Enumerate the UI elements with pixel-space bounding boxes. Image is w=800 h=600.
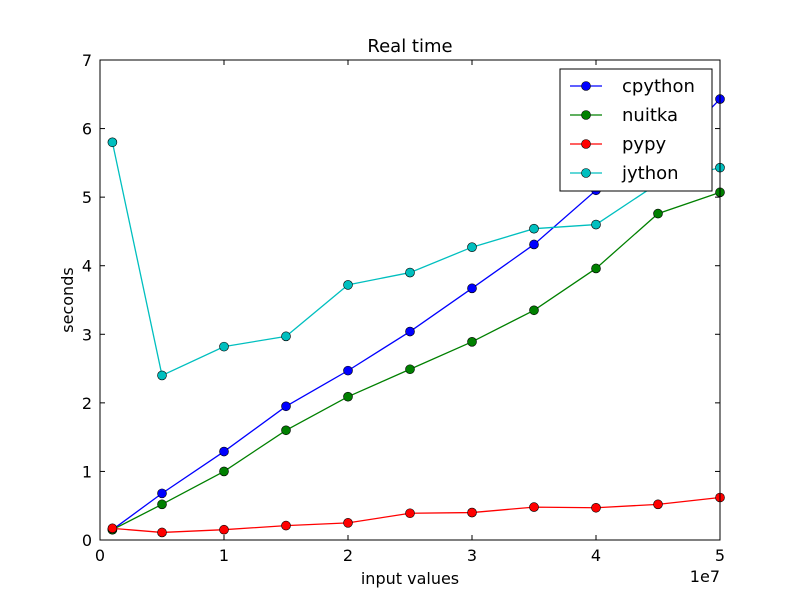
chart-title: Real time (367, 36, 452, 57)
data-point-jython (467, 242, 477, 252)
y-tick-label: 6 (82, 120, 92, 139)
axes-frame (99, 59, 721, 541)
legend-label: pypy (622, 134, 667, 155)
data-point-jython (343, 280, 353, 290)
y-tick-label: 1 (82, 462, 92, 481)
x-tick-label: 3 (467, 546, 477, 565)
data-point-cpython (343, 365, 353, 376)
data-point-jython (157, 370, 167, 381)
y-tick-label: 3 (82, 325, 92, 344)
plot-area: 0 1 2 3 4 5 0 1 2 3 4 5 6 7 (82, 51, 725, 565)
data-point-pypy (653, 499, 663, 510)
data-point-pypy (343, 518, 353, 528)
series-pypy (107, 492, 725, 538)
data-point-cpython (219, 446, 229, 457)
legend-marker (581, 81, 591, 91)
y-axis-label: seconds (58, 267, 77, 332)
data-point-nuitka (281, 425, 291, 436)
data-point-cpython (529, 239, 539, 250)
series-line-pypy (112, 496, 721, 534)
x-tick-label: 5 (715, 546, 725, 565)
series-nuitka (107, 187, 725, 535)
data-point-nuitka (343, 391, 353, 402)
y-tick-label: 7 (82, 51, 92, 70)
data-point-nuitka (529, 305, 539, 316)
data-point-pypy (281, 520, 291, 531)
legend-label: cpython (622, 76, 695, 97)
legend-item-nuitka: nuitka (570, 105, 678, 126)
x-axis-label: input values (361, 569, 459, 588)
y-tick-label: 4 (82, 257, 92, 276)
data-point-pypy (591, 502, 601, 513)
legend-marker (581, 110, 591, 120)
x-tick-label: 2 (343, 546, 353, 565)
data-point-pypy (219, 524, 229, 535)
data-point-cpython (281, 401, 291, 412)
data-point-nuitka (591, 263, 601, 274)
data-point-pypy (107, 523, 118, 534)
data-point-nuitka (653, 208, 663, 219)
legend-label: nuitka (622, 105, 678, 126)
legend-label: jython (621, 163, 679, 184)
legend-item-cpython: cpython (570, 76, 695, 97)
y-tick-label: 5 (82, 188, 92, 207)
data-point-jython (591, 219, 601, 230)
legend-item-pypy: pypy (570, 134, 667, 155)
x-offset-text: 1e7 (690, 567, 720, 586)
x-tick-label: 1 (219, 546, 229, 565)
y-tick-label: 2 (82, 394, 92, 413)
x-tick-label: 0 (95, 546, 105, 565)
data-point-nuitka (157, 499, 167, 510)
legend-item-jython: jython (570, 163, 679, 184)
data-point-nuitka (405, 364, 415, 375)
data-point-nuitka (219, 466, 229, 477)
data-point-jython (529, 223, 539, 234)
data-point-pypy (157, 527, 167, 538)
data-point-jython (281, 331, 291, 342)
legend: cpython nuitka pypy jython (559, 68, 713, 192)
data-point-cpython (467, 283, 477, 294)
data-point-pypy (529, 502, 539, 512)
data-point-jython (405, 267, 415, 278)
data-point-jython (219, 341, 229, 352)
y-tick-label: 0 (82, 531, 92, 550)
data-point-cpython (405, 326, 415, 337)
data-point-cpython (157, 488, 167, 499)
data-point-pypy (467, 507, 477, 518)
data-point-nuitka (467, 337, 477, 347)
legend-marker (581, 139, 591, 149)
data-point-jython (107, 137, 118, 148)
data-point-pypy (405, 508, 415, 519)
x-tick-label: 4 (591, 546, 601, 565)
legend-marker (581, 168, 591, 178)
series-line-nuitka (112, 191, 721, 531)
